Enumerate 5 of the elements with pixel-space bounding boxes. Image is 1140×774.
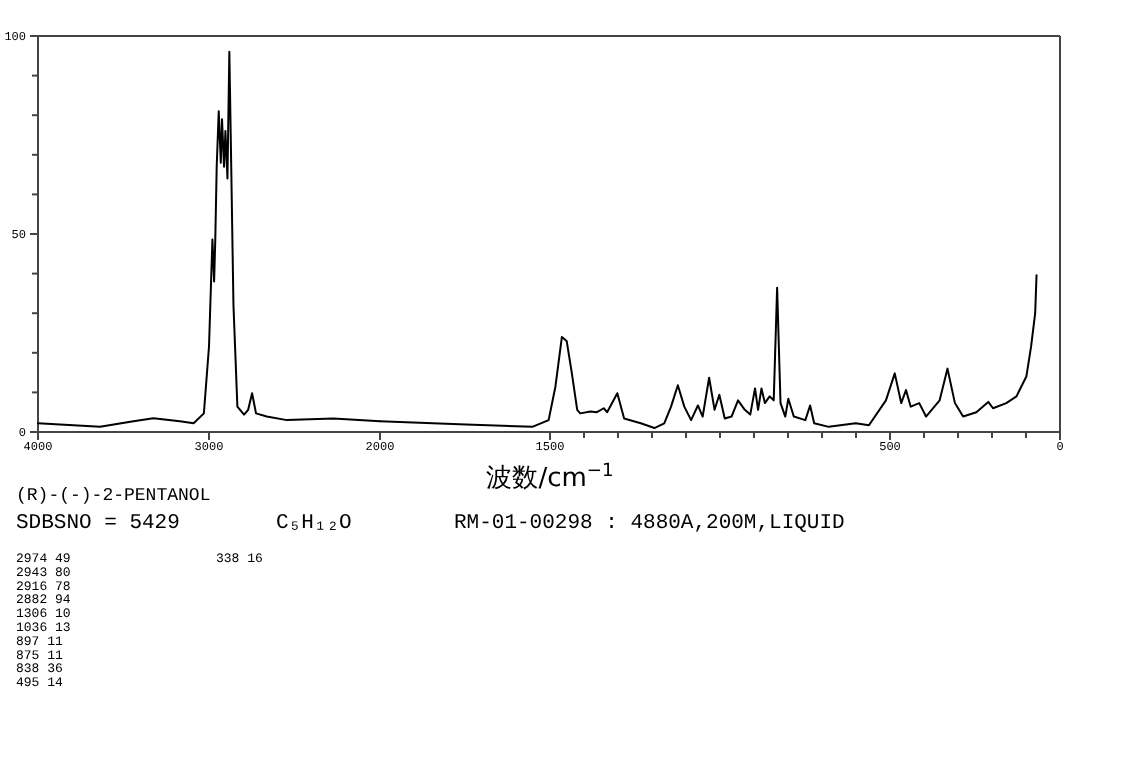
- x-axis-title: 波数/cm$^{−1}$: [486, 462, 614, 494]
- text: RM-01-00298 : 4880A,200M,LIQUID: [454, 512, 845, 536]
- text: (R)-(-)-2-PENTANOL: [16, 486, 211, 506]
- text: C₅H₁₂O: [276, 512, 352, 536]
- text: SDBSNO = 5429: [16, 512, 180, 536]
